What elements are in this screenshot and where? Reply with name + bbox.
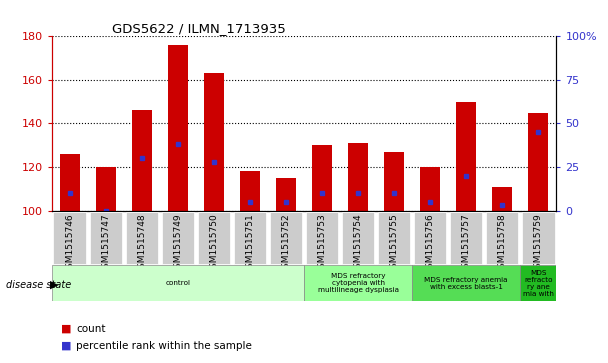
FancyBboxPatch shape (54, 212, 86, 264)
FancyBboxPatch shape (520, 265, 556, 301)
Text: GSM1515757: GSM1515757 (461, 213, 471, 274)
Text: disease state: disease state (6, 280, 71, 290)
FancyBboxPatch shape (378, 212, 410, 264)
FancyBboxPatch shape (486, 212, 519, 264)
FancyBboxPatch shape (198, 212, 230, 264)
Bar (348, 143, 368, 211)
FancyBboxPatch shape (522, 212, 554, 264)
FancyBboxPatch shape (304, 265, 412, 301)
Text: MDS refractory anemia
with excess blasts-1: MDS refractory anemia with excess blasts… (424, 277, 508, 290)
Bar (132, 110, 152, 211)
Bar (384, 152, 404, 211)
Text: GSM1515755: GSM1515755 (390, 213, 399, 274)
Text: GSM1515756: GSM1515756 (426, 213, 435, 274)
Text: GSM1515747: GSM1515747 (102, 213, 110, 274)
Text: GDS5622 / ILMN_1713935: GDS5622 / ILMN_1713935 (112, 22, 286, 35)
Text: GSM1515750: GSM1515750 (209, 213, 218, 274)
FancyBboxPatch shape (306, 212, 338, 264)
Bar (420, 167, 440, 211)
FancyBboxPatch shape (450, 212, 482, 264)
Bar (60, 154, 80, 211)
Bar (96, 167, 116, 211)
Bar (276, 178, 296, 211)
Text: count: count (76, 323, 106, 334)
FancyBboxPatch shape (414, 212, 446, 264)
FancyBboxPatch shape (233, 212, 266, 264)
Text: GSM1515749: GSM1515749 (173, 213, 182, 274)
Text: GSM1515752: GSM1515752 (282, 213, 291, 274)
Bar (240, 171, 260, 211)
Bar (312, 145, 332, 211)
FancyBboxPatch shape (270, 212, 302, 264)
Text: GSM1515759: GSM1515759 (534, 213, 543, 274)
Text: GSM1515754: GSM1515754 (354, 213, 362, 274)
Text: GSM1515746: GSM1515746 (65, 213, 74, 274)
FancyBboxPatch shape (412, 265, 520, 301)
FancyBboxPatch shape (162, 212, 194, 264)
Text: MDS
refracto
ry ane
mia with: MDS refracto ry ane mia with (523, 270, 554, 297)
Text: GSM1515751: GSM1515751 (246, 213, 254, 274)
Text: MDS refractory
cytopenia with
multilineage dysplasia: MDS refractory cytopenia with multilinea… (317, 273, 399, 293)
Text: control: control (165, 280, 190, 286)
Bar (204, 73, 224, 211)
FancyBboxPatch shape (126, 212, 158, 264)
Text: ▶: ▶ (50, 280, 58, 290)
Bar (456, 102, 476, 211)
Text: percentile rank within the sample: percentile rank within the sample (76, 340, 252, 351)
Bar (168, 45, 188, 211)
FancyBboxPatch shape (52, 265, 304, 301)
Bar (528, 113, 548, 211)
FancyBboxPatch shape (89, 212, 122, 264)
Text: ■: ■ (61, 323, 71, 334)
FancyBboxPatch shape (342, 212, 375, 264)
Text: GSM1515758: GSM1515758 (498, 213, 506, 274)
Text: ■: ■ (61, 340, 71, 351)
Text: GSM1515753: GSM1515753 (317, 213, 326, 274)
Bar (492, 187, 512, 211)
Text: GSM1515748: GSM1515748 (137, 213, 147, 274)
